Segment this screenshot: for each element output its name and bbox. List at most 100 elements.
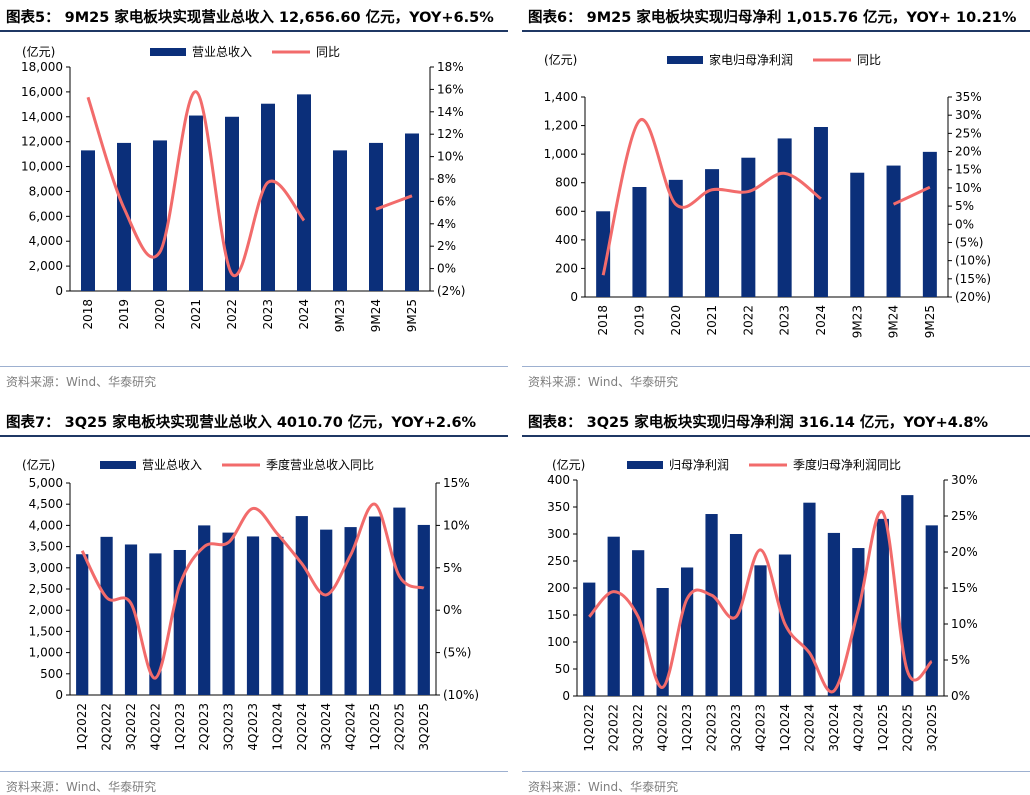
y-right-tick-label: 4% [437,217,456,231]
x-tick-label: 9M23 [333,299,347,332]
bar [124,544,138,695]
bar [827,532,841,696]
bar [705,514,718,696]
title-rule [522,30,1030,32]
footer-rule [522,366,1030,367]
bar [225,116,239,292]
y-left-tick-label: 1,000 [544,147,578,161]
y-right-tick-label: 0% [437,262,456,276]
x-tick-label: 4Q2022 [656,704,670,752]
x-tick-label: 4Q2024 [851,704,865,752]
bar [320,529,333,695]
x-tick-label: 2Q2025 [900,704,914,752]
x-tick-label: 2021 [705,305,719,336]
legend-bar-label: 归母净利润 [669,458,729,472]
y-right-tick-label: 25% [955,126,982,140]
x-tick-label: 9M23 [850,305,864,338]
y-left-tick-label: 200 [547,581,570,595]
bar [149,553,162,695]
x-tick-label: 9M24 [369,299,383,332]
y-left-tick-label: 3,000 [29,561,63,575]
y-right-tick-label: (15%) [955,272,991,286]
bar [607,536,620,696]
x-tick-label: 3Q2022 [631,704,645,752]
y-left-tick-label: 300 [547,527,570,541]
bar [852,548,865,696]
yoy-line [80,502,425,680]
bar [876,518,889,696]
bar [117,142,131,291]
x-tick-label: 3Q2023 [222,703,236,751]
bar [295,516,308,695]
y-left-tick-label: 1,000 [29,646,63,660]
y-left-tick-label: 10,000 [21,160,63,174]
x-tick-label: 3Q2024 [827,704,841,752]
legend-line-label: 季度营业总收入同比 [266,457,374,472]
x-tick-label: 2024 [297,299,311,330]
y-right-tick-label: 8% [437,172,456,186]
chart-svg: (亿元) 营业总收入 季度营业总收入同比 0 500 1,000 1,500 2,000 2,5… [22,457,479,751]
x-tick-label: 3Q2025 [417,703,431,751]
bar [803,502,816,696]
y-right-tick-label: 30% [955,108,982,122]
y-left-tick-label: 100 [547,635,570,649]
unit-label: (亿元) [544,52,577,67]
x-tick-label: 4Q2023 [246,703,260,751]
x-tick-label: 2020 [669,305,683,336]
bar [886,165,901,297]
bar [81,150,95,291]
chart-title: 图表7： 3Q25 家电板块实现营业总收入 4010.70 亿元，YOY+2.6… [6,415,477,431]
bar [583,582,596,696]
source-note: 资料来源：Wind、华泰研究 [528,780,679,794]
x-tick-label: 1Q2024 [270,703,284,751]
y-left-tick-label: 3,500 [29,540,63,554]
legend-line-label: 季度归母净利润同比 [793,457,901,472]
chart-svg: (亿元) 营业总收入 同比 0 2,000 4,000 6,000 8,000 10,000 12… [21,44,465,332]
y-right-tick-label: 30% [951,473,978,487]
y-right-tick-label: 15% [443,476,470,490]
y-left-tick-label: 0 [55,284,63,298]
yoy-line [601,118,822,276]
yoy-line [892,185,931,206]
y-right-tick-label: (2%) [437,284,465,298]
legend-bar-swatch [100,461,136,469]
y-left-tick-label: 1,400 [544,90,578,104]
bar [741,157,756,297]
chart-svg: (亿元) 家电归母净利润 同比 0 200 400 600 800 1,000 1,200 1,40… [544,52,991,338]
y-left-tick-label: 16,000 [21,85,63,99]
y-right-tick-label: (5%) [955,235,983,249]
bar [189,115,203,292]
x-tick-label: 3Q2023 [729,704,743,752]
y-left-tick-label: 1,500 [29,624,63,638]
y-left-tick-label: 8,000 [29,184,63,198]
x-tick-label: 2023 [261,299,275,330]
y-left-tick-label: 0 [55,688,63,702]
y-left-tick-label: 500 [40,667,63,681]
y-left-tick-label: 800 [555,176,578,190]
y-right-tick-label: 0% [443,603,462,617]
bar [777,138,792,297]
bar [925,525,938,696]
y-right-tick-label: (10%) [955,254,991,268]
y-left-tick-label: 4,500 [29,497,63,511]
bar [369,142,383,291]
title-rule [522,435,1030,437]
chart-svg: (亿元) 归母净利润 季度归母净利润同比 0 50 100 150 200 250 300 350 4… [547,457,978,752]
x-tick-label: 1Q2023 [173,703,187,751]
legend-bar-label: 营业总收入 [192,45,252,59]
x-tick-label: 2019 [117,299,131,330]
y-right-tick-label: 10% [443,518,470,532]
x-tick-label: 1Q2023 [680,704,694,752]
x-tick-label: 3Q2022 [124,703,138,751]
y-left-tick-label: 1,200 [544,119,578,133]
yoy-line [588,510,933,694]
legend-bar-swatch [667,56,703,64]
bar [153,140,167,291]
bar [656,588,669,696]
bar [596,211,611,297]
bar [668,179,683,297]
source-note: 资料来源：Wind、华泰研究 [6,780,157,794]
y-left-tick-label: 12,000 [21,135,63,149]
unit-label: (亿元) [552,457,585,472]
x-tick-label: 2022 [741,305,755,336]
